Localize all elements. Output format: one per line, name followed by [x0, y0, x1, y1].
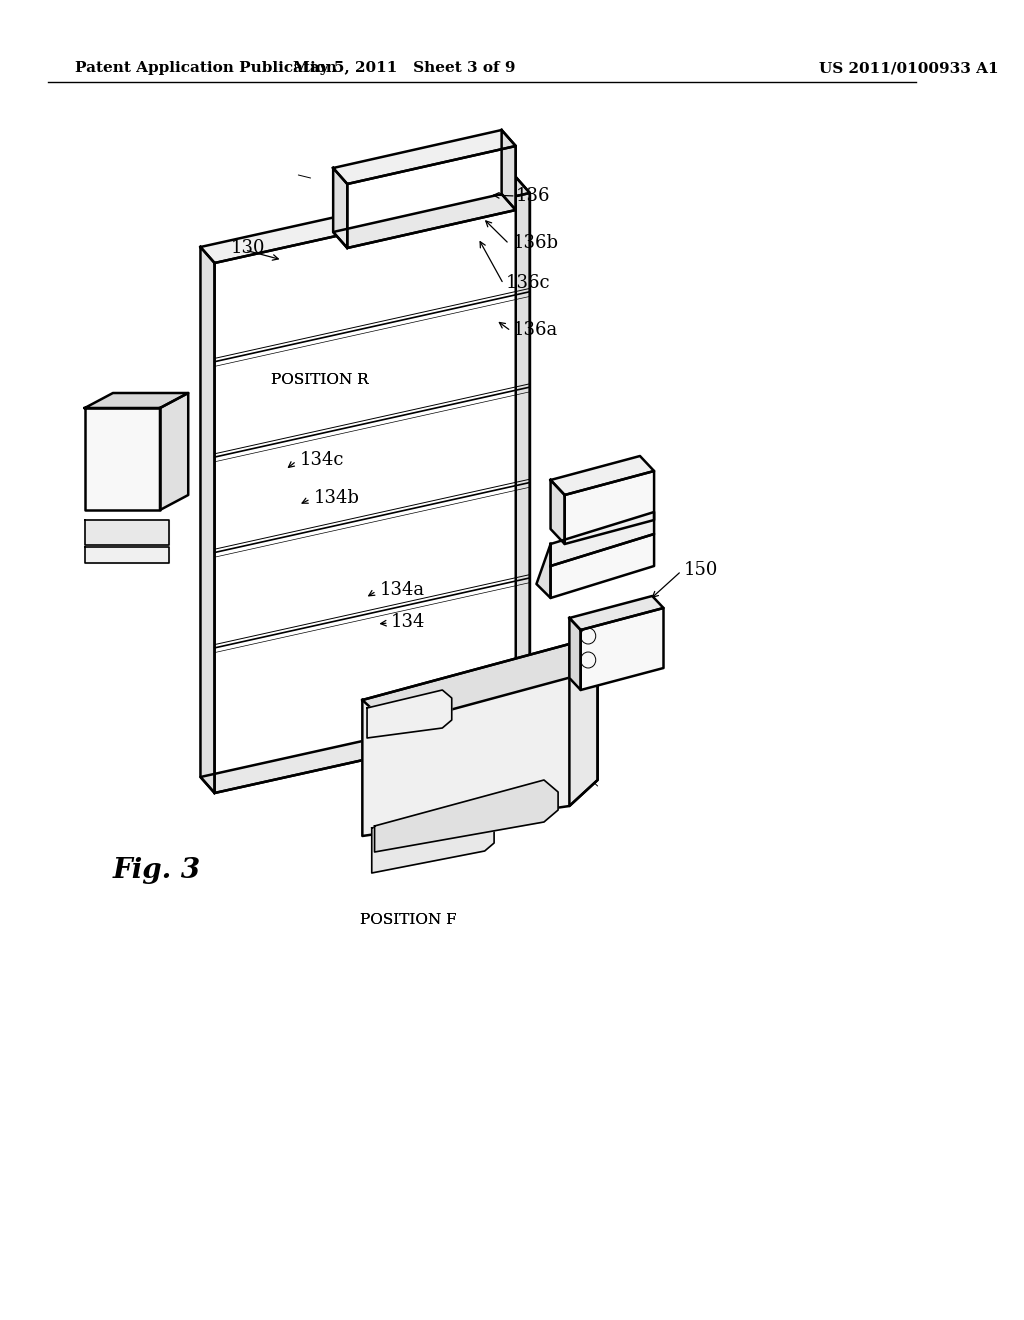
Polygon shape [201, 708, 529, 793]
Polygon shape [201, 177, 529, 263]
Polygon shape [537, 544, 551, 598]
Polygon shape [160, 393, 188, 510]
Polygon shape [569, 644, 598, 807]
Polygon shape [362, 644, 598, 836]
Text: 136a: 136a [513, 321, 558, 339]
Polygon shape [85, 408, 160, 510]
Text: 134a: 134a [379, 581, 424, 599]
Polygon shape [502, 129, 516, 210]
Text: 180: 180 [541, 752, 575, 771]
Text: 150: 150 [683, 561, 718, 579]
Polygon shape [569, 597, 664, 630]
Polygon shape [569, 618, 581, 690]
Polygon shape [375, 780, 558, 851]
Polygon shape [516, 177, 529, 723]
Polygon shape [551, 480, 564, 544]
Polygon shape [551, 535, 654, 598]
Text: POSITION F: POSITION F [359, 913, 456, 927]
Text: 138: 138 [458, 832, 492, 849]
Text: 136b: 136b [513, 234, 559, 252]
Polygon shape [333, 129, 516, 183]
Polygon shape [333, 194, 516, 248]
Polygon shape [85, 546, 169, 564]
Polygon shape [333, 168, 347, 248]
Text: 136: 136 [516, 187, 550, 205]
Text: 134: 134 [390, 612, 425, 631]
Polygon shape [215, 193, 529, 793]
Polygon shape [551, 455, 654, 495]
Polygon shape [551, 512, 654, 566]
Text: 134c: 134c [299, 451, 344, 469]
Text: 130: 130 [230, 239, 265, 257]
Text: May 5, 2011   Sheet 3 of 9: May 5, 2011 Sheet 3 of 9 [294, 61, 516, 75]
Text: US 2011/0100933 A1: US 2011/0100933 A1 [819, 61, 998, 75]
Text: POSITION R: POSITION R [271, 374, 369, 387]
Polygon shape [85, 520, 169, 545]
Text: 134b: 134b [313, 488, 359, 507]
Polygon shape [367, 690, 452, 738]
Polygon shape [362, 644, 598, 726]
Polygon shape [372, 799, 495, 873]
Text: 140: 140 [404, 709, 439, 727]
Polygon shape [564, 471, 654, 544]
Polygon shape [347, 147, 516, 248]
Text: 136c: 136c [506, 275, 550, 292]
Polygon shape [201, 247, 215, 793]
Text: Fig. 3: Fig. 3 [113, 857, 201, 883]
Polygon shape [85, 393, 188, 408]
Polygon shape [581, 609, 664, 690]
Text: POSITION R: POSITION R [271, 374, 369, 387]
Text: Patent Application Publication: Patent Application Publication [76, 61, 337, 75]
Text: POSITION F: POSITION F [359, 913, 456, 927]
